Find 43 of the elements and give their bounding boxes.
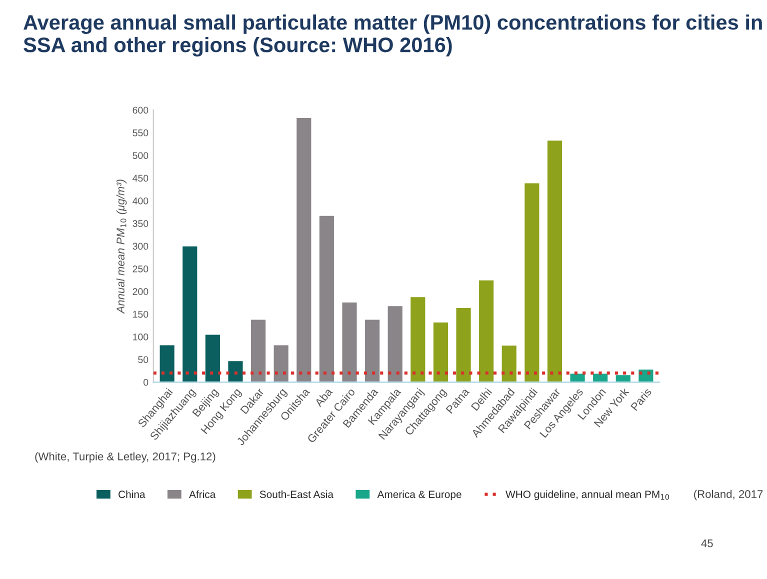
bar: [272, 344, 290, 382]
y-tick-label: 450: [132, 174, 148, 182]
y-tick-label: 600: [132, 106, 148, 114]
x-tick-label: Aba: [314, 387, 333, 408]
bar: [181, 244, 199, 382]
bar: [409, 296, 427, 382]
y-tick-label: 400: [132, 197, 148, 204]
text: (Roland, 2017: [694, 490, 763, 500]
bar: [340, 301, 358, 382]
legend-label: America & Europe: [377, 490, 462, 500]
bar: [454, 306, 472, 382]
y-tick-label: 150: [133, 310, 148, 318]
legend-label: Africa: [189, 490, 216, 498]
y-tick-label: 550: [132, 129, 148, 136]
bar: [523, 182, 541, 382]
bar: [250, 318, 267, 382]
y-tick-label: 50: [138, 356, 148, 364]
bar: [432, 321, 450, 382]
text: 45: [701, 539, 713, 548]
bar: [295, 116, 313, 382]
bar: [386, 304, 404, 382]
bar: [158, 344, 176, 382]
bar: [500, 344, 518, 382]
y-axis-title: Annual mean PM$_{10}$ (μg/m³): [116, 180, 127, 314]
legend-label: China: [118, 490, 146, 498]
bar: [364, 318, 381, 382]
y-tick-label: 350: [132, 220, 148, 228]
bar: [546, 139, 564, 382]
legend-label: South-East Asia: [260, 490, 334, 498]
chart-title: Average annual small particulate matter (PM10) concentrations for cities in SSA and other regions (Source: WHO 2016): [24, 14, 762, 57]
legend-label: WHO guideline, annual mean PM$_{10}$: [506, 490, 670, 500]
bar: [478, 278, 495, 382]
y-tick-label: 200: [132, 288, 148, 296]
bar: [204, 333, 222, 382]
bar: [226, 360, 244, 382]
text: (White, Turpie & Letley, 2017; Pg.12): [35, 452, 216, 463]
y-tick-label: 250: [132, 265, 148, 272]
bar: [614, 374, 632, 382]
y-tick-label: 0: [144, 378, 148, 386]
bar: [318, 214, 336, 382]
y-tick-label: 500: [132, 152, 148, 159]
y-tick-label: 300: [132, 242, 148, 250]
y-tick-label: 100: [133, 334, 148, 340]
